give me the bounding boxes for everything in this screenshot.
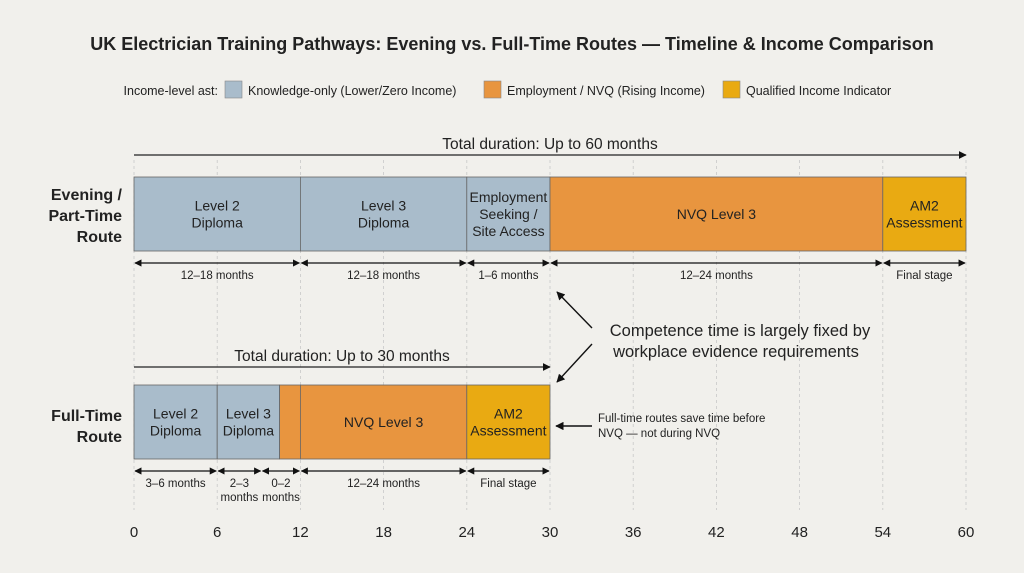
segment-label: Assessment: [886, 215, 962, 231]
segment-bar: [299, 384, 468, 460]
segment-label: Diploma: [150, 423, 202, 439]
segment-label: Level 2: [195, 198, 240, 214]
segment-label: Level 2: [153, 406, 198, 422]
duration-label: 12–18 months: [347, 270, 420, 282]
x-tick-label: 30: [542, 524, 559, 541]
routes: Evening / Part-Time Route Total duration: U…: [48, 136, 967, 504]
total-duration-label: Total duration: Up to 60 months: [442, 136, 658, 153]
segment-label: Seeking /: [479, 206, 537, 222]
segment-bar: [279, 384, 301, 460]
arrow-to-fulltime-end: [556, 343, 593, 383]
duration-label: months: [262, 492, 300, 504]
segment-label: NVQ Level 3: [677, 206, 757, 222]
grid: [133, 160, 967, 510]
x-tick-label: 24: [458, 524, 475, 541]
competence-note: Competence time is largely fixed by: [610, 322, 871, 340]
duration-label: 12–24 months: [347, 478, 420, 490]
segment-bar: [466, 176, 551, 252]
duration-label: Final stage: [896, 270, 952, 282]
segment-label: AM2: [910, 198, 939, 214]
duration-label: 3–6 months: [146, 478, 206, 490]
duration-label: 2–3: [230, 478, 249, 490]
x-tick-label: 0: [130, 524, 138, 541]
legend-label: Qualified Income Indicator: [746, 84, 891, 98]
route-name: Evening /: [51, 187, 123, 204]
legend-swatch: [483, 80, 502, 99]
x-tick-label: 48: [791, 524, 808, 541]
segment-bar: [549, 176, 884, 252]
segment-bar: [133, 176, 301, 252]
x-axis: 0 6 12 18 24 30 36 42 48 54 60: [130, 524, 975, 541]
segment-bar: [466, 384, 551, 460]
fulltime-note: Full-time routes save time before: [598, 413, 765, 425]
segment-label: AM2: [494, 406, 523, 422]
segment-label: Level 3: [226, 406, 271, 422]
annotations: Competence time is largely fixed by workp…: [555, 291, 871, 440]
x-tick-label: 36: [625, 524, 642, 541]
segment-label: Diploma: [358, 215, 410, 231]
duration-label: 1–6 months: [478, 270, 538, 282]
segment-label: Diploma: [192, 215, 244, 231]
x-tick-label: 18: [375, 524, 392, 541]
segment-bar: [216, 384, 280, 460]
legend: Income-level ast: Knowledge-only (Lower/Z…: [124, 80, 891, 99]
competence-note: workplace evidence requirements: [612, 343, 859, 361]
route-name: Route: [77, 229, 122, 246]
segment-bar: [882, 176, 967, 252]
legend-swatch: [224, 80, 243, 99]
legend-swatch: [722, 80, 741, 99]
segment-label: NVQ Level 3: [344, 414, 424, 430]
x-tick-label: 12: [292, 524, 309, 541]
arrow-to-evening-nvq: [556, 291, 593, 329]
chart-title: UK Electrician Training Pathways: Evenin…: [90, 34, 934, 54]
route-1: Full-Time Route Total duration: Up to 30 m…: [51, 348, 551, 504]
legend-label: Employment / NVQ (Rising Income): [507, 84, 705, 98]
x-tick-label: 42: [708, 524, 725, 541]
x-tick-label: 54: [874, 524, 891, 541]
segment-label: Diploma: [223, 423, 275, 439]
total-duration-label: Total duration: Up to 30 months: [234, 348, 450, 365]
legend-label: Knowledge-only (Lower/Zero Income): [248, 84, 456, 98]
fulltime-note: NVQ — not during NVQ: [598, 428, 720, 440]
duration-label: 0–2: [271, 478, 290, 490]
legend-title: Income-level ast:: [124, 84, 218, 98]
route-name: Full-Time: [51, 408, 122, 425]
x-tick-label: 60: [958, 524, 975, 541]
segment-label: Assessment: [470, 423, 546, 439]
segment-label: Site Access: [472, 223, 544, 239]
x-tick-label: 6: [213, 524, 221, 541]
segment-label: Employment: [469, 189, 547, 205]
duration-label: months: [221, 492, 259, 504]
duration-label: 12–18 months: [181, 270, 254, 282]
segment-bar: [133, 384, 218, 460]
route-name: Part-Time: [48, 208, 122, 225]
segment-label: Level 3: [361, 198, 406, 214]
duration-label: 12–24 months: [680, 270, 753, 282]
route-name: Route: [77, 429, 122, 446]
route-0: Evening / Part-Time Route Total duration: U…: [48, 136, 967, 282]
duration-label: Final stage: [480, 478, 536, 490]
